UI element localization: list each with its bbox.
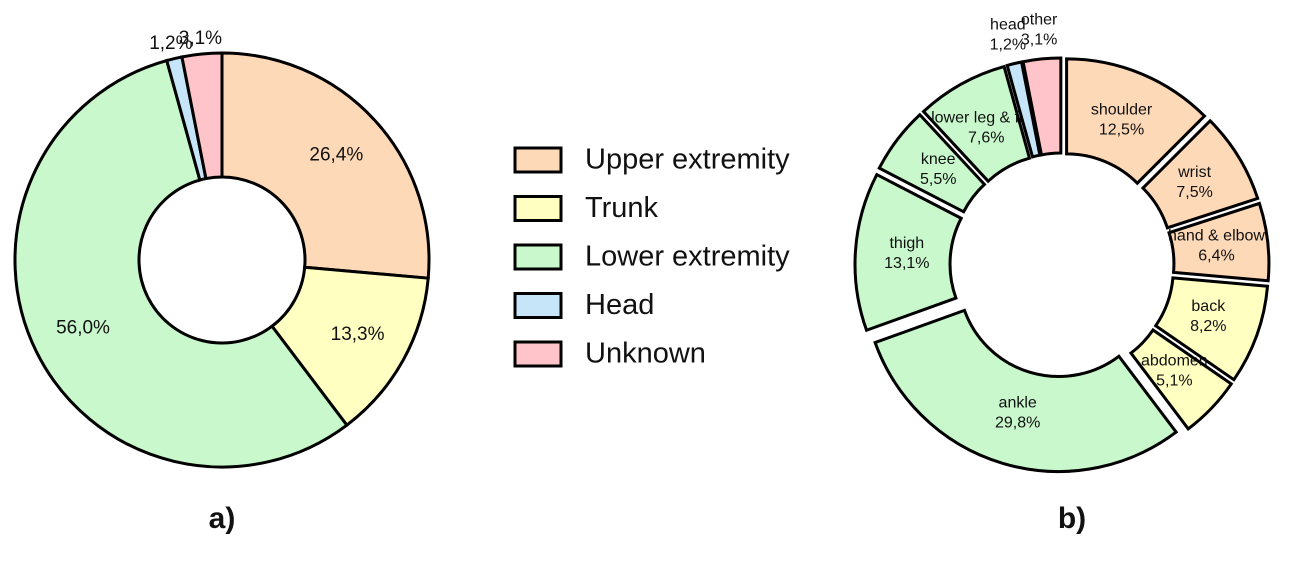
donut-slice	[873, 308, 1179, 473]
value-label: 5,1%	[1156, 373, 1192, 390]
value-label: 7,6%	[968, 129, 1004, 146]
legend-swatch	[513, 146, 563, 174]
category-label: other	[1021, 11, 1058, 28]
legend-label: Head	[585, 289, 654, 321]
donut-slice	[1140, 118, 1260, 230]
subtitle: b)	[1058, 502, 1086, 535]
category-label: abdomen	[1141, 353, 1208, 370]
value-label: 8,2%	[1190, 318, 1226, 335]
category-label: head	[990, 17, 1026, 34]
category-label: wrist	[1177, 164, 1211, 181]
category-label: shoulder	[1091, 102, 1153, 119]
subtitle: a)	[209, 502, 236, 535]
donut-slice	[1128, 327, 1234, 431]
donut-slice	[13, 58, 349, 469]
value-label: 1,2%	[149, 33, 192, 54]
category-label: back	[1191, 298, 1226, 315]
legend-label: Lower extremity	[585, 241, 790, 273]
donut-slice	[1005, 60, 1042, 159]
value-label: 12,5%	[1099, 122, 1144, 139]
donut-slice	[220, 51, 431, 280]
category-label: knee	[921, 151, 956, 168]
value-label: 26,4%	[309, 144, 363, 165]
value-label: 13,3%	[331, 324, 385, 345]
donut-slice	[269, 265, 430, 428]
category-label: ankle	[999, 394, 1037, 411]
legend-swatch	[513, 243, 563, 271]
legend-swatch	[513, 195, 563, 222]
legend-label: Upper extremity	[585, 144, 790, 176]
donut-slice	[853, 172, 964, 333]
legend-swatch	[513, 340, 563, 368]
donut-slice	[1167, 201, 1271, 283]
value-label: 7,5%	[1176, 184, 1212, 201]
donut-slice	[1021, 56, 1063, 157]
donut-slice	[877, 112, 987, 214]
donut-slice	[1153, 276, 1270, 382]
category-label: hand & elbow	[1168, 228, 1265, 245]
value-label: 1,2%	[990, 37, 1026, 54]
donut-slice	[1065, 57, 1207, 186]
value-label: 5,5%	[920, 171, 956, 188]
legend-label: Trunk	[585, 192, 659, 224]
value-label: 56,0%	[56, 318, 110, 339]
legend-swatch	[513, 292, 563, 319]
category-label: lower leg & foot	[931, 109, 1042, 126]
value-label: 13,1%	[884, 255, 929, 272]
value-label: 6,4%	[1198, 248, 1234, 265]
value-label: 29,8%	[995, 414, 1040, 431]
donut-slice	[180, 51, 224, 181]
value-label: 3,1%	[1021, 31, 1057, 48]
donut-slice	[921, 64, 1032, 184]
category-label: thigh	[889, 235, 924, 252]
value-label: 3,1%	[179, 28, 222, 49]
legend-label: Unknown	[585, 338, 706, 370]
